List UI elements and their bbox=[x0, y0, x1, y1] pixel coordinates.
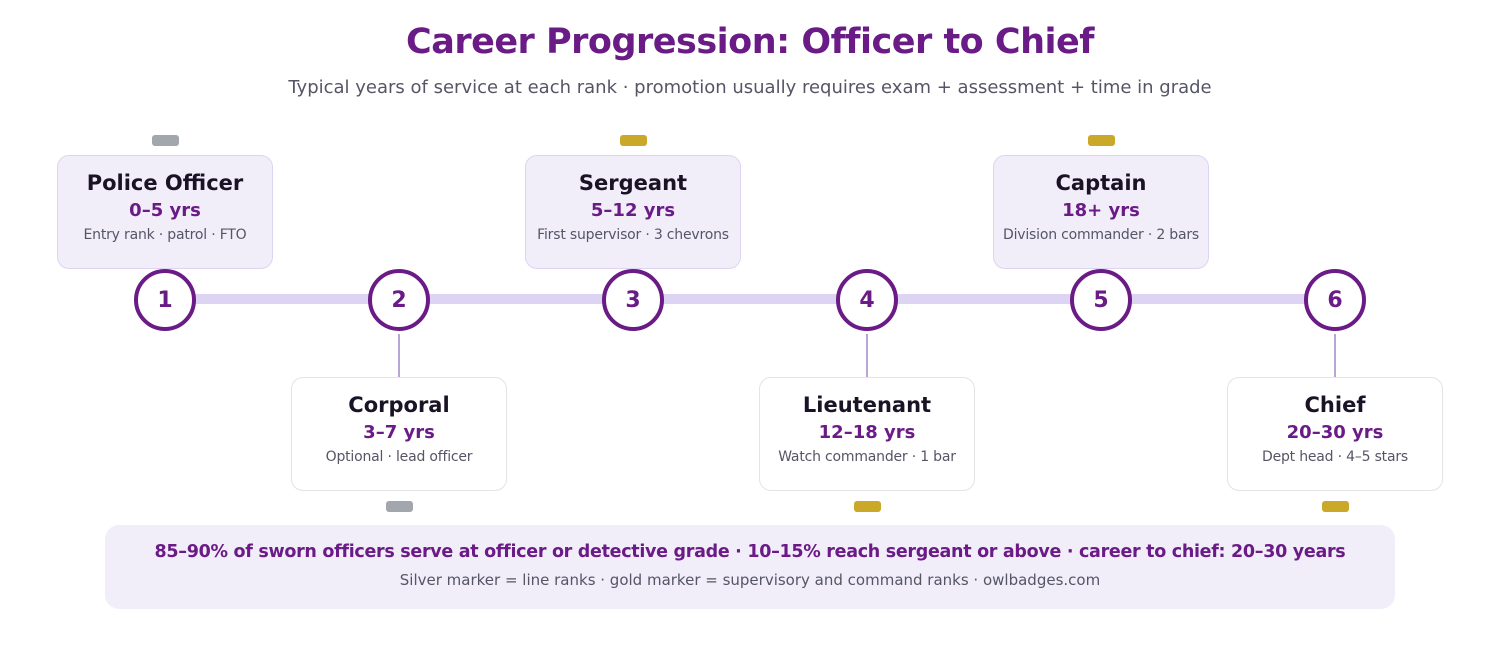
rank-card-4: Lieutenant 12–18 yrs Watch commander · 1… bbox=[759, 377, 975, 491]
page-title: Career Progression: Officer to Chief bbox=[406, 22, 1094, 62]
legend-note: Silver marker = line ranks · gold marker… bbox=[399, 571, 1101, 589]
rank-card-6: Chief 20–30 yrs Dept head · 4–5 stars bbox=[1227, 377, 1443, 491]
rank-name: Police Officer bbox=[86, 171, 244, 195]
step-node-3: 3 bbox=[602, 269, 664, 331]
rank-card-2: Corporal 3–7 yrs Optional · lead officer bbox=[291, 377, 507, 491]
rank-name: Lieutenant bbox=[802, 393, 932, 417]
rank-name: Chief bbox=[1304, 393, 1366, 417]
rank-years: 3–7 yrs bbox=[363, 422, 435, 443]
rank-description: Watch commander · 1 bar bbox=[778, 449, 956, 465]
rank-marker-5 bbox=[1088, 135, 1115, 146]
page-subtitle: Typical years of service at each rank · … bbox=[288, 77, 1212, 98]
summary-statistic: 85–90% of sworn officers serve at office… bbox=[154, 542, 1346, 562]
rank-name: Sergeant bbox=[578, 171, 688, 195]
rank-years: 5–12 yrs bbox=[590, 200, 676, 221]
rank-marker-2 bbox=[386, 501, 413, 512]
rank-card-5: Captain 18+ yrs Division commander · 2 b… bbox=[993, 155, 1209, 269]
step-node-1: 1 bbox=[134, 269, 196, 331]
rank-description: Entry rank · patrol · FTO bbox=[83, 227, 247, 243]
step-connector-2 bbox=[398, 334, 400, 378]
summary-panel: 85–90% of sworn officers serve at office… bbox=[105, 525, 1395, 609]
step-node-4: 4 bbox=[836, 269, 898, 331]
rank-years: 12–18 yrs bbox=[818, 422, 916, 443]
step-node-2: 2 bbox=[368, 269, 430, 331]
rank-years: 0–5 yrs bbox=[129, 200, 201, 221]
rank-card-1: Police Officer 0–5 yrs Entry rank · patr… bbox=[57, 155, 273, 269]
rank-marker-4 bbox=[854, 501, 881, 512]
rank-marker-1 bbox=[152, 135, 179, 146]
rank-years: 20–30 yrs bbox=[1286, 422, 1384, 443]
rank-description: Dept head · 4–5 stars bbox=[1262, 449, 1408, 465]
rank-years: 18+ yrs bbox=[1062, 200, 1140, 221]
rank-description: First supervisor · 3 chevrons bbox=[537, 227, 729, 243]
rank-description: Division commander · 2 bars bbox=[1003, 227, 1199, 243]
step-connector-6 bbox=[1334, 334, 1336, 378]
rank-marker-3 bbox=[620, 135, 647, 146]
rank-marker-6 bbox=[1322, 501, 1349, 512]
rank-card-3: Sergeant 5–12 yrs First supervisor · 3 c… bbox=[525, 155, 741, 269]
timeline-track bbox=[165, 294, 1335, 304]
rank-name: Captain bbox=[1055, 171, 1147, 195]
rank-name: Corporal bbox=[348, 393, 450, 417]
step-connector-4 bbox=[866, 334, 868, 378]
step-node-5: 5 bbox=[1070, 269, 1132, 331]
rank-description: Optional · lead officer bbox=[325, 449, 473, 465]
step-node-6: 6 bbox=[1304, 269, 1366, 331]
